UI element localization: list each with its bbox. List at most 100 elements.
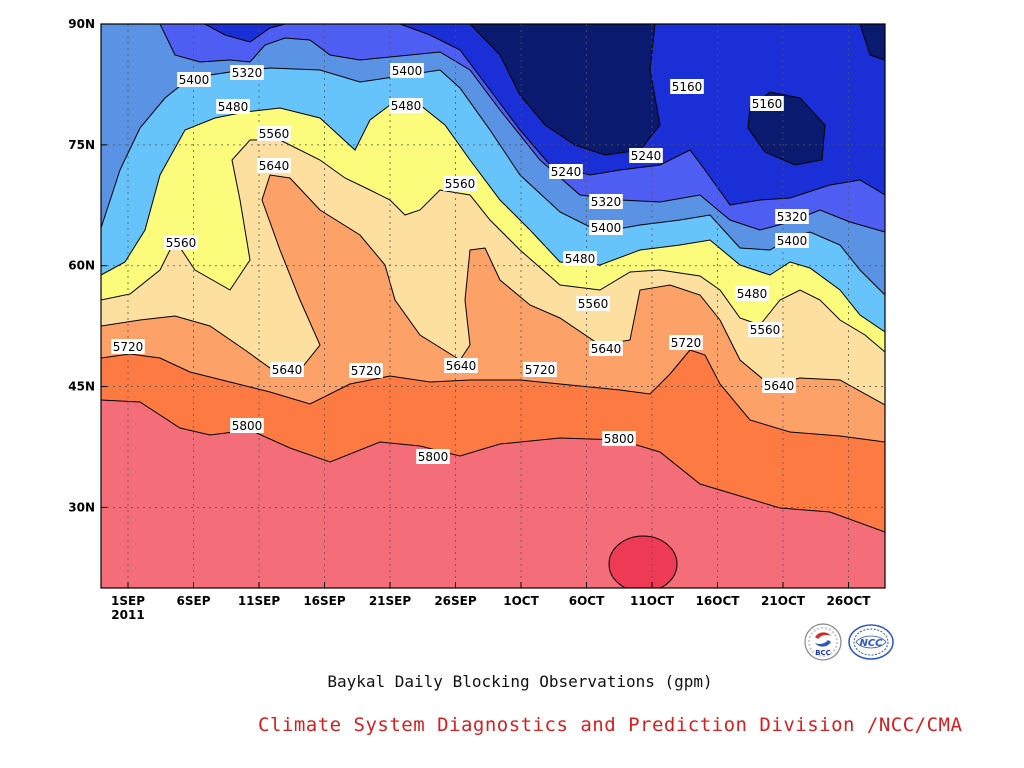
svg-text:NCC: NCC <box>859 638 883 649</box>
contour-label: 5560 <box>750 323 781 337</box>
contour-label-bg <box>775 233 809 248</box>
contour-label: 5240 <box>551 165 582 179</box>
contour-label-bg <box>523 362 557 377</box>
y-axis: 30N 45N 60N 75N 90N <box>68 17 107 514</box>
contour-label: 5400 <box>591 221 622 235</box>
contour-label-bg <box>735 286 769 301</box>
x-tick-label: 26SEP <box>434 594 477 608</box>
x-tick-label: 6OCT <box>569 594 605 608</box>
contour-label: 5320 <box>591 195 622 209</box>
credit-text: Climate System Diagnostics and Predictio… <box>258 714 963 736</box>
y-tick-label: 75N <box>68 138 95 152</box>
contour-label: 5800 <box>604 432 635 446</box>
contour-label-bg <box>111 339 145 354</box>
plot-frame <box>100 23 886 589</box>
y-tick-label: 30N <box>68 500 95 514</box>
line-5240 <box>204 24 885 206</box>
x-axis: 1SEP 6SEP 11SEP 16SEP 21SEP 26SEP 1OCT 6OCT 11OC… <box>111 582 871 622</box>
x-tick-label: 16OCT <box>696 594 741 608</box>
x-tick-label: 11OCT <box>630 594 675 608</box>
contour-label: 5640 <box>272 363 303 377</box>
contour-label: 5400 <box>179 73 210 87</box>
contour-label-bg <box>589 194 623 209</box>
contour-label: 5560 <box>578 297 609 311</box>
y-tick-label: 60N <box>68 259 95 273</box>
y-tick-label: 45N <box>68 380 95 394</box>
contour-label-bg <box>230 418 264 433</box>
contour-label: 5160 <box>752 97 783 111</box>
contour-label: 5800 <box>232 419 263 433</box>
contour-labels: 5400 5320 5400 5480 5480 5560 5640 5560 5560 5720… <box>111 63 809 464</box>
chart-title: Baykal Daily Blocking Observations (gpm) <box>327 672 713 691</box>
contour-label-bg <box>576 296 610 311</box>
line-5480 <box>101 104 885 333</box>
bcc-logo: BCC <box>803 622 847 662</box>
x-year-label: 2011 <box>111 608 144 622</box>
line-5800 <box>101 399 885 533</box>
contour-label-bg <box>589 220 623 235</box>
contour-label: 5640 <box>591 342 622 356</box>
contour-label-bg <box>177 72 211 87</box>
line-5160-b <box>859 24 885 61</box>
x-tick-label: 16SEP <box>303 594 346 608</box>
ncc-logo: NCC <box>847 622 894 662</box>
band-5160 <box>470 24 660 155</box>
contour-label-bg <box>589 341 623 356</box>
contour-label-bg <box>216 99 250 114</box>
x-tick-label: 21SEP <box>369 594 412 608</box>
contour-label-bg <box>669 335 703 350</box>
contour-label: 5560 <box>445 177 476 191</box>
contour-label-bg <box>775 209 809 224</box>
contour-label-bg <box>762 378 796 393</box>
contour-label-bg <box>270 362 304 377</box>
contour-label-bg <box>257 126 291 141</box>
contour-label-bg <box>349 363 383 378</box>
contour-label: 5240 <box>631 149 662 163</box>
contour-label: 5640 <box>764 379 795 393</box>
x-tick-label: 1SEP <box>111 594 145 608</box>
contour-label: 5640 <box>446 359 477 373</box>
contour-label-bg <box>390 63 424 78</box>
x-tick-label: 26OCT <box>827 594 872 608</box>
contour-label: 5480 <box>391 99 422 113</box>
contour-label-bg <box>748 322 782 337</box>
x-tick-label: 1OCT <box>503 594 539 608</box>
contour-label-bg <box>389 98 423 113</box>
contour-label: 5560 <box>259 127 290 141</box>
contour-label-bg <box>443 176 477 191</box>
contour-label-bg <box>257 158 291 173</box>
contour-label: 5320 <box>777 210 808 224</box>
line-5160 <box>469 24 661 156</box>
contour-label-bg <box>416 449 450 464</box>
contour-label-bg <box>444 358 478 373</box>
contour-label-bg <box>563 251 597 266</box>
y-tick-label: 90N <box>68 17 95 31</box>
band-5880-core <box>609 536 677 588</box>
contour-label: 5160 <box>672 80 703 94</box>
contour-label: 5720 <box>525 363 556 377</box>
line-5880 <box>608 535 678 588</box>
contour-label-bg <box>602 431 636 446</box>
x-tick-label: 21OCT <box>761 594 806 608</box>
contour-label: 5400 <box>777 234 808 248</box>
contour-label: 5640 <box>259 159 290 173</box>
x-tick-label: 6SEP <box>177 594 211 608</box>
contour-label: 5720 <box>671 336 702 350</box>
contour-label: 5560 <box>166 236 197 250</box>
contour-label: 5800 <box>418 450 449 464</box>
contour-label-bg <box>549 164 583 179</box>
contour-label: 5480 <box>565 252 596 266</box>
contour-label: 5720 <box>351 364 382 378</box>
contour-label-bg <box>670 79 704 94</box>
contour-label-bg <box>230 65 264 80</box>
svg-text:BCC: BCC <box>815 649 831 657</box>
band-5160-b <box>860 24 885 60</box>
contour-label-bg <box>164 235 198 250</box>
line-5320 <box>159 24 885 233</box>
grid <box>101 24 885 588</box>
line-5560 <box>101 139 885 353</box>
line-5160-c <box>747 91 826 166</box>
contour-label: 5320 <box>232 66 263 80</box>
line-5720 <box>101 349 885 443</box>
